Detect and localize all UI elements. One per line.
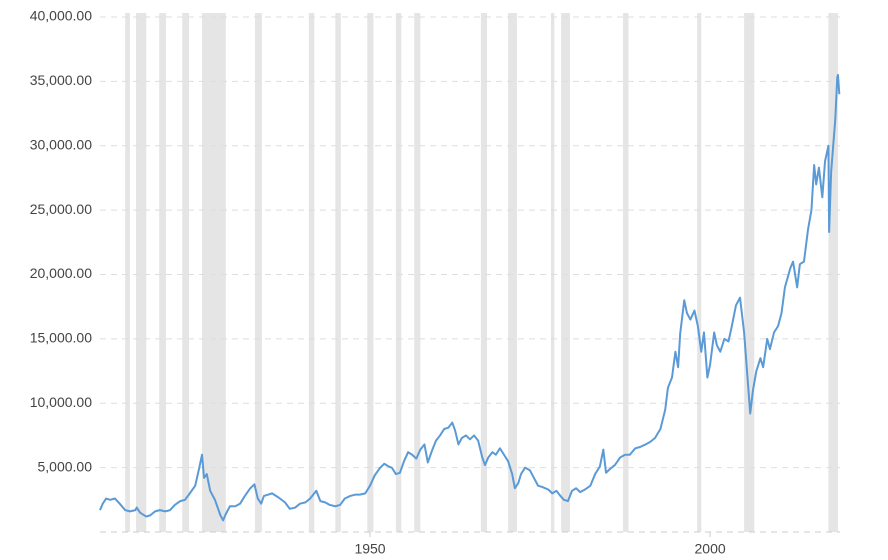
recession-band [697, 13, 702, 532]
y-tick-label: 10,000.00 [30, 394, 92, 410]
y-tick-label: 15,000.00 [30, 330, 92, 346]
y-tick-label: 40,000.00 [30, 8, 92, 24]
recession-band [182, 13, 190, 532]
y-tick-label: 20,000.00 [30, 265, 92, 281]
recession-band [367, 13, 374, 532]
recession-band [414, 13, 421, 532]
recession-band [395, 13, 402, 532]
x-tick-label: 2000 [695, 541, 726, 557]
recession-band [202, 13, 226, 532]
y-tick-label: 30,000.00 [30, 136, 92, 152]
recession-band [125, 13, 130, 532]
recession-band [136, 13, 147, 532]
recession-band [561, 13, 570, 532]
recession-band [828, 13, 838, 532]
recession-band [744, 13, 755, 532]
recession-band [335, 13, 341, 532]
y-tick-label: 25,000.00 [30, 201, 92, 217]
recession-band [623, 13, 629, 532]
x-tick-label: 1950 [354, 541, 385, 557]
recession-band [508, 13, 517, 532]
y-tick-label: 5,000.00 [38, 458, 93, 474]
recession-band [480, 13, 488, 532]
recession-band [308, 13, 315, 532]
recession-band [550, 13, 555, 532]
data-line [99, 73, 841, 522]
recession-band [255, 13, 262, 532]
y-tick-label: 35,000.00 [30, 72, 92, 88]
recession-band [159, 13, 166, 532]
